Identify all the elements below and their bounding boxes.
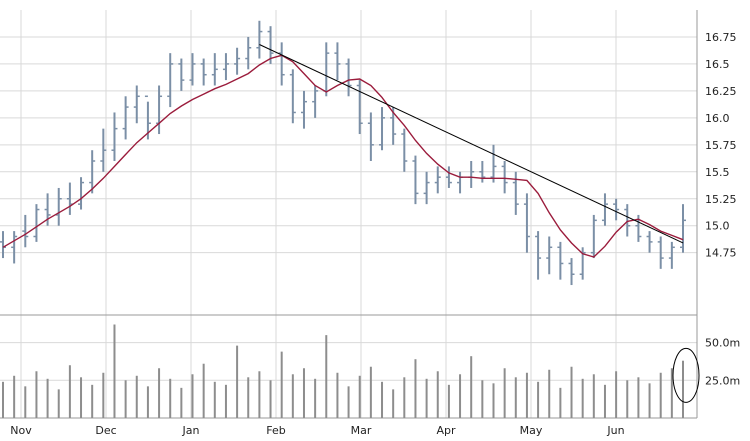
ohlc-bar (178, 58, 185, 91)
ohlc-bar (267, 26, 274, 64)
price-tick-label: 16.0 (705, 112, 730, 125)
ohlc-bar (89, 150, 96, 194)
trendline (259, 44, 684, 244)
ohlc-bar (490, 144, 497, 183)
ohlc-bar (222, 53, 229, 81)
ohlc-bar (367, 112, 374, 161)
ohlc-bar (100, 128, 107, 172)
moving-average-path (2, 54, 684, 258)
ohlc-bar (579, 247, 586, 280)
axis-labels: 14.75 15.0 15.25 15.5 15.75 16.0 16.25 16.5 16.7… (10, 31, 740, 437)
ohlc-bar (234, 47, 241, 75)
month-label: Apr (436, 424, 456, 437)
ohlc-bar (657, 236, 664, 269)
price-tick-label: 15.0 (705, 220, 730, 233)
ohlc-bar (22, 214, 29, 248)
ohlc-bar (535, 231, 542, 280)
month-label: May (520, 424, 543, 437)
ohlc-bar (300, 90, 307, 129)
trendline-segment (259, 44, 684, 244)
ohlc-bar (189, 53, 196, 86)
ohlc-bar (11, 231, 18, 264)
ohlc-bar (345, 58, 352, 97)
ohlc-bar (33, 204, 40, 242)
ohlc-bar (523, 193, 530, 253)
ohlc-bar (289, 69, 296, 124)
ohlc-bar (613, 198, 620, 221)
ohlc-bar (601, 193, 608, 226)
month-label: Jun (606, 424, 624, 437)
price-tick-label: 15.5 (705, 166, 730, 179)
ohlc-bar (590, 214, 597, 259)
ohlc-bar (111, 112, 118, 161)
ohlc-bar (122, 96, 129, 140)
highlight-ellipse (672, 347, 700, 403)
ohlc-bar (646, 231, 653, 253)
price-tick-label: 14.75 (705, 247, 737, 260)
ohlc-bar (334, 42, 341, 81)
month-label: Nov (10, 424, 32, 437)
ohlc-bar (211, 53, 218, 86)
price-tick-label: 16.25 (705, 85, 737, 98)
month-label: Feb (266, 424, 285, 437)
ohlc-bar (423, 171, 430, 205)
price-bars (0, 20, 686, 286)
ohlc-bar (200, 58, 207, 86)
ohlc-bar (457, 171, 464, 194)
ohlc-bar (323, 42, 330, 97)
ohlc-bar (568, 258, 575, 286)
ohlc-bar (680, 204, 686, 253)
ohlc-bar (445, 166, 452, 188)
ohlc-bar (44, 193, 51, 226)
ohlc-bar (412, 155, 419, 205)
price-tick-label: 15.25 (705, 193, 737, 206)
ohlc-bar (546, 236, 553, 275)
ohlc-bar (0, 231, 6, 259)
ohlc-bar (468, 161, 475, 188)
ohlc-bar (156, 85, 163, 135)
ohlc-bar (434, 166, 441, 194)
volume-bars (2, 324, 684, 418)
month-label: Jan (182, 424, 200, 437)
ohlc-bar (379, 107, 386, 151)
grid-lines (0, 10, 697, 418)
ohlc-bar (312, 85, 319, 118)
price-tick-label: 15.75 (705, 139, 737, 152)
ohlc-bar (557, 241, 564, 280)
ohlc-bar (356, 80, 363, 135)
volume-tick-label: 25.0m (705, 374, 740, 387)
annotations (672, 347, 700, 403)
ohlc-bar (78, 177, 85, 210)
ohlc-bar (167, 53, 174, 108)
price-tick-label: 16.5 (705, 58, 730, 71)
ohlc-bar (512, 171, 519, 215)
ohlc-bar (668, 241, 675, 269)
month-label: Dec (95, 424, 116, 437)
moving-average-line (2, 54, 684, 258)
month-label: Mar (351, 424, 372, 437)
ohlc-bar (133, 85, 140, 124)
ohlc-bar (245, 36, 252, 70)
ohlc-bar (501, 161, 508, 194)
ohlc-bar (401, 128, 408, 172)
price-tick-label: 16.75 (705, 31, 737, 44)
ohlc-bar (55, 187, 62, 226)
ohlc-bar (278, 42, 285, 86)
ohlc-bar (256, 20, 263, 59)
ohlc-bar (624, 204, 631, 237)
volume-tick-label: 50.0m (705, 337, 740, 350)
